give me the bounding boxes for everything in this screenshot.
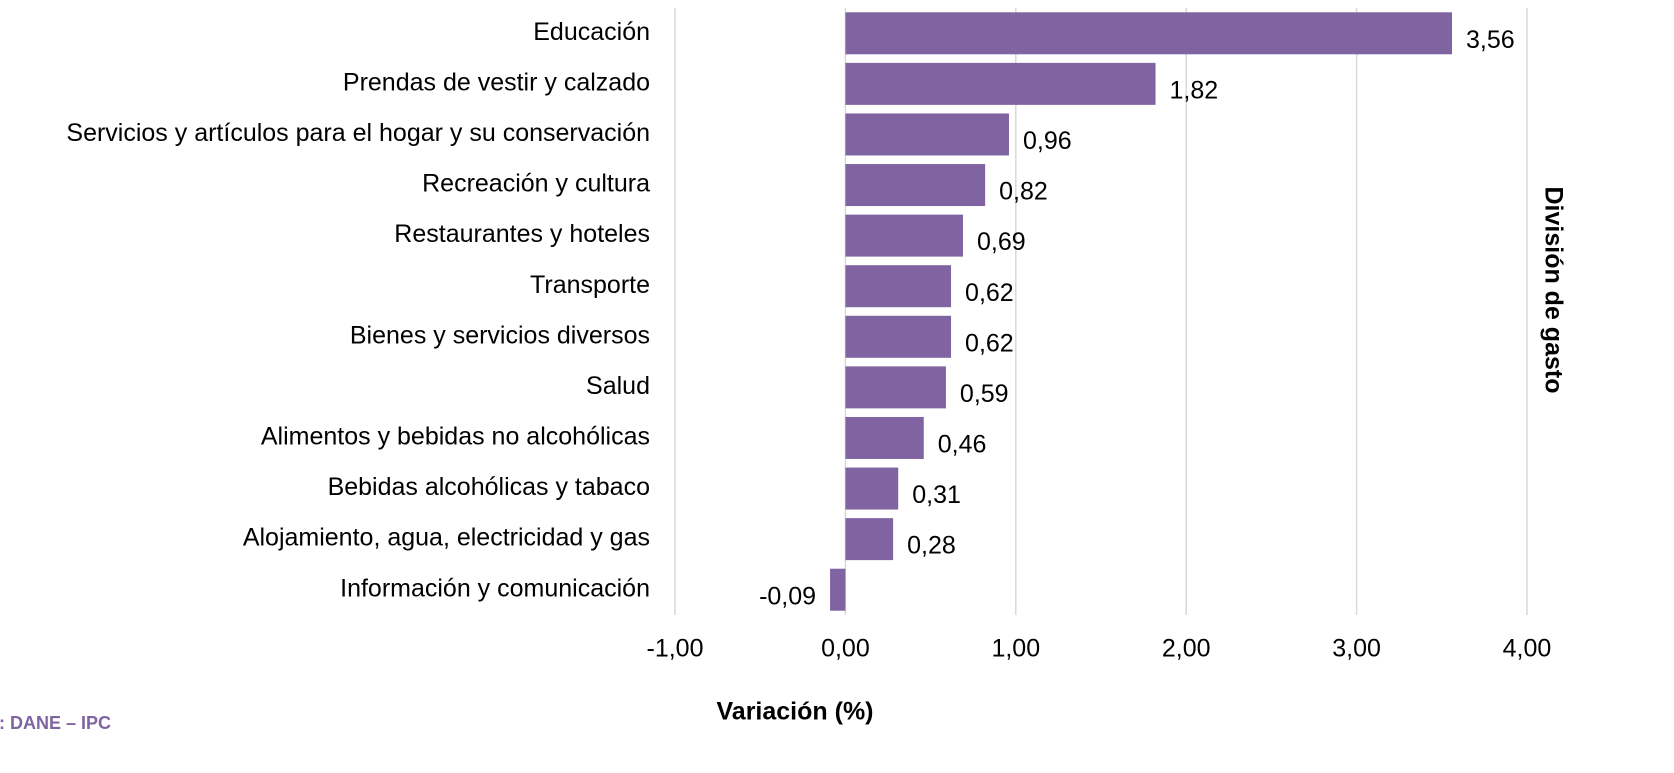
data-label: -0,09 bbox=[759, 582, 816, 610]
data-label: 0,59 bbox=[960, 380, 1009, 408]
bar bbox=[845, 416, 924, 459]
bar bbox=[845, 113, 1009, 156]
source: Fuente: DANE – IPC bbox=[0, 713, 111, 733]
bar bbox=[845, 366, 946, 409]
data-label: 0,28 bbox=[907, 532, 956, 560]
x-tick-label: 1,00 bbox=[991, 635, 1040, 663]
bar bbox=[845, 518, 894, 561]
bar bbox=[845, 62, 1156, 105]
y-tick-label: Servicios y artículos para el hogar y su… bbox=[66, 119, 650, 147]
bar bbox=[830, 568, 846, 611]
data-label: 0,62 bbox=[965, 279, 1014, 307]
y-tick-label: Educación bbox=[533, 18, 650, 46]
y-tick-label: Alojamiento, agua, electricidad y gas bbox=[243, 524, 650, 552]
data-label: 0,62 bbox=[965, 329, 1014, 357]
x-tick-label: 4,00 bbox=[1503, 635, 1552, 663]
y-tick-label: Bienes y servicios diversos bbox=[350, 321, 650, 349]
y-tick-label: Alimentos y bebidas no alcohólicas bbox=[261, 423, 650, 451]
data-label: 0,69 bbox=[977, 228, 1026, 256]
data-label: 0,31 bbox=[912, 481, 961, 509]
data-label: 0,46 bbox=[938, 431, 987, 459]
data-label: 3,56 bbox=[1466, 26, 1515, 54]
bar bbox=[845, 214, 963, 257]
data-label: 0,82 bbox=[999, 178, 1048, 206]
y-tick-label: Bebidas alcohólicas y tabaco bbox=[328, 473, 650, 501]
data-label: 1,82 bbox=[1170, 76, 1219, 104]
y-tick-label: Transporte bbox=[530, 271, 650, 299]
bar bbox=[845, 315, 952, 358]
y-tick-label: Restaurantes y hoteles bbox=[394, 220, 650, 248]
x-tick-label: 0,00 bbox=[821, 635, 870, 663]
bar bbox=[845, 265, 952, 308]
x-axis-label: Variación (%) bbox=[717, 698, 874, 726]
data-label: 0,96 bbox=[1023, 127, 1072, 155]
bar bbox=[845, 164, 986, 207]
y-tick-label: Recreación y cultura bbox=[422, 170, 650, 198]
x-tick-label: 2,00 bbox=[1162, 635, 1211, 663]
x-tick-label: 3,00 bbox=[1332, 635, 1381, 663]
y-tick-label: Salud bbox=[586, 372, 650, 400]
y-tick-label: Prendas de vestir y calzado bbox=[343, 68, 650, 96]
y-tick-label: Información y comunicación bbox=[340, 574, 650, 602]
bar bbox=[845, 12, 1453, 55]
y-axis-label: División de gasto bbox=[1539, 187, 1567, 394]
bar bbox=[845, 467, 899, 510]
x-tick-label: -1,00 bbox=[647, 635, 704, 663]
